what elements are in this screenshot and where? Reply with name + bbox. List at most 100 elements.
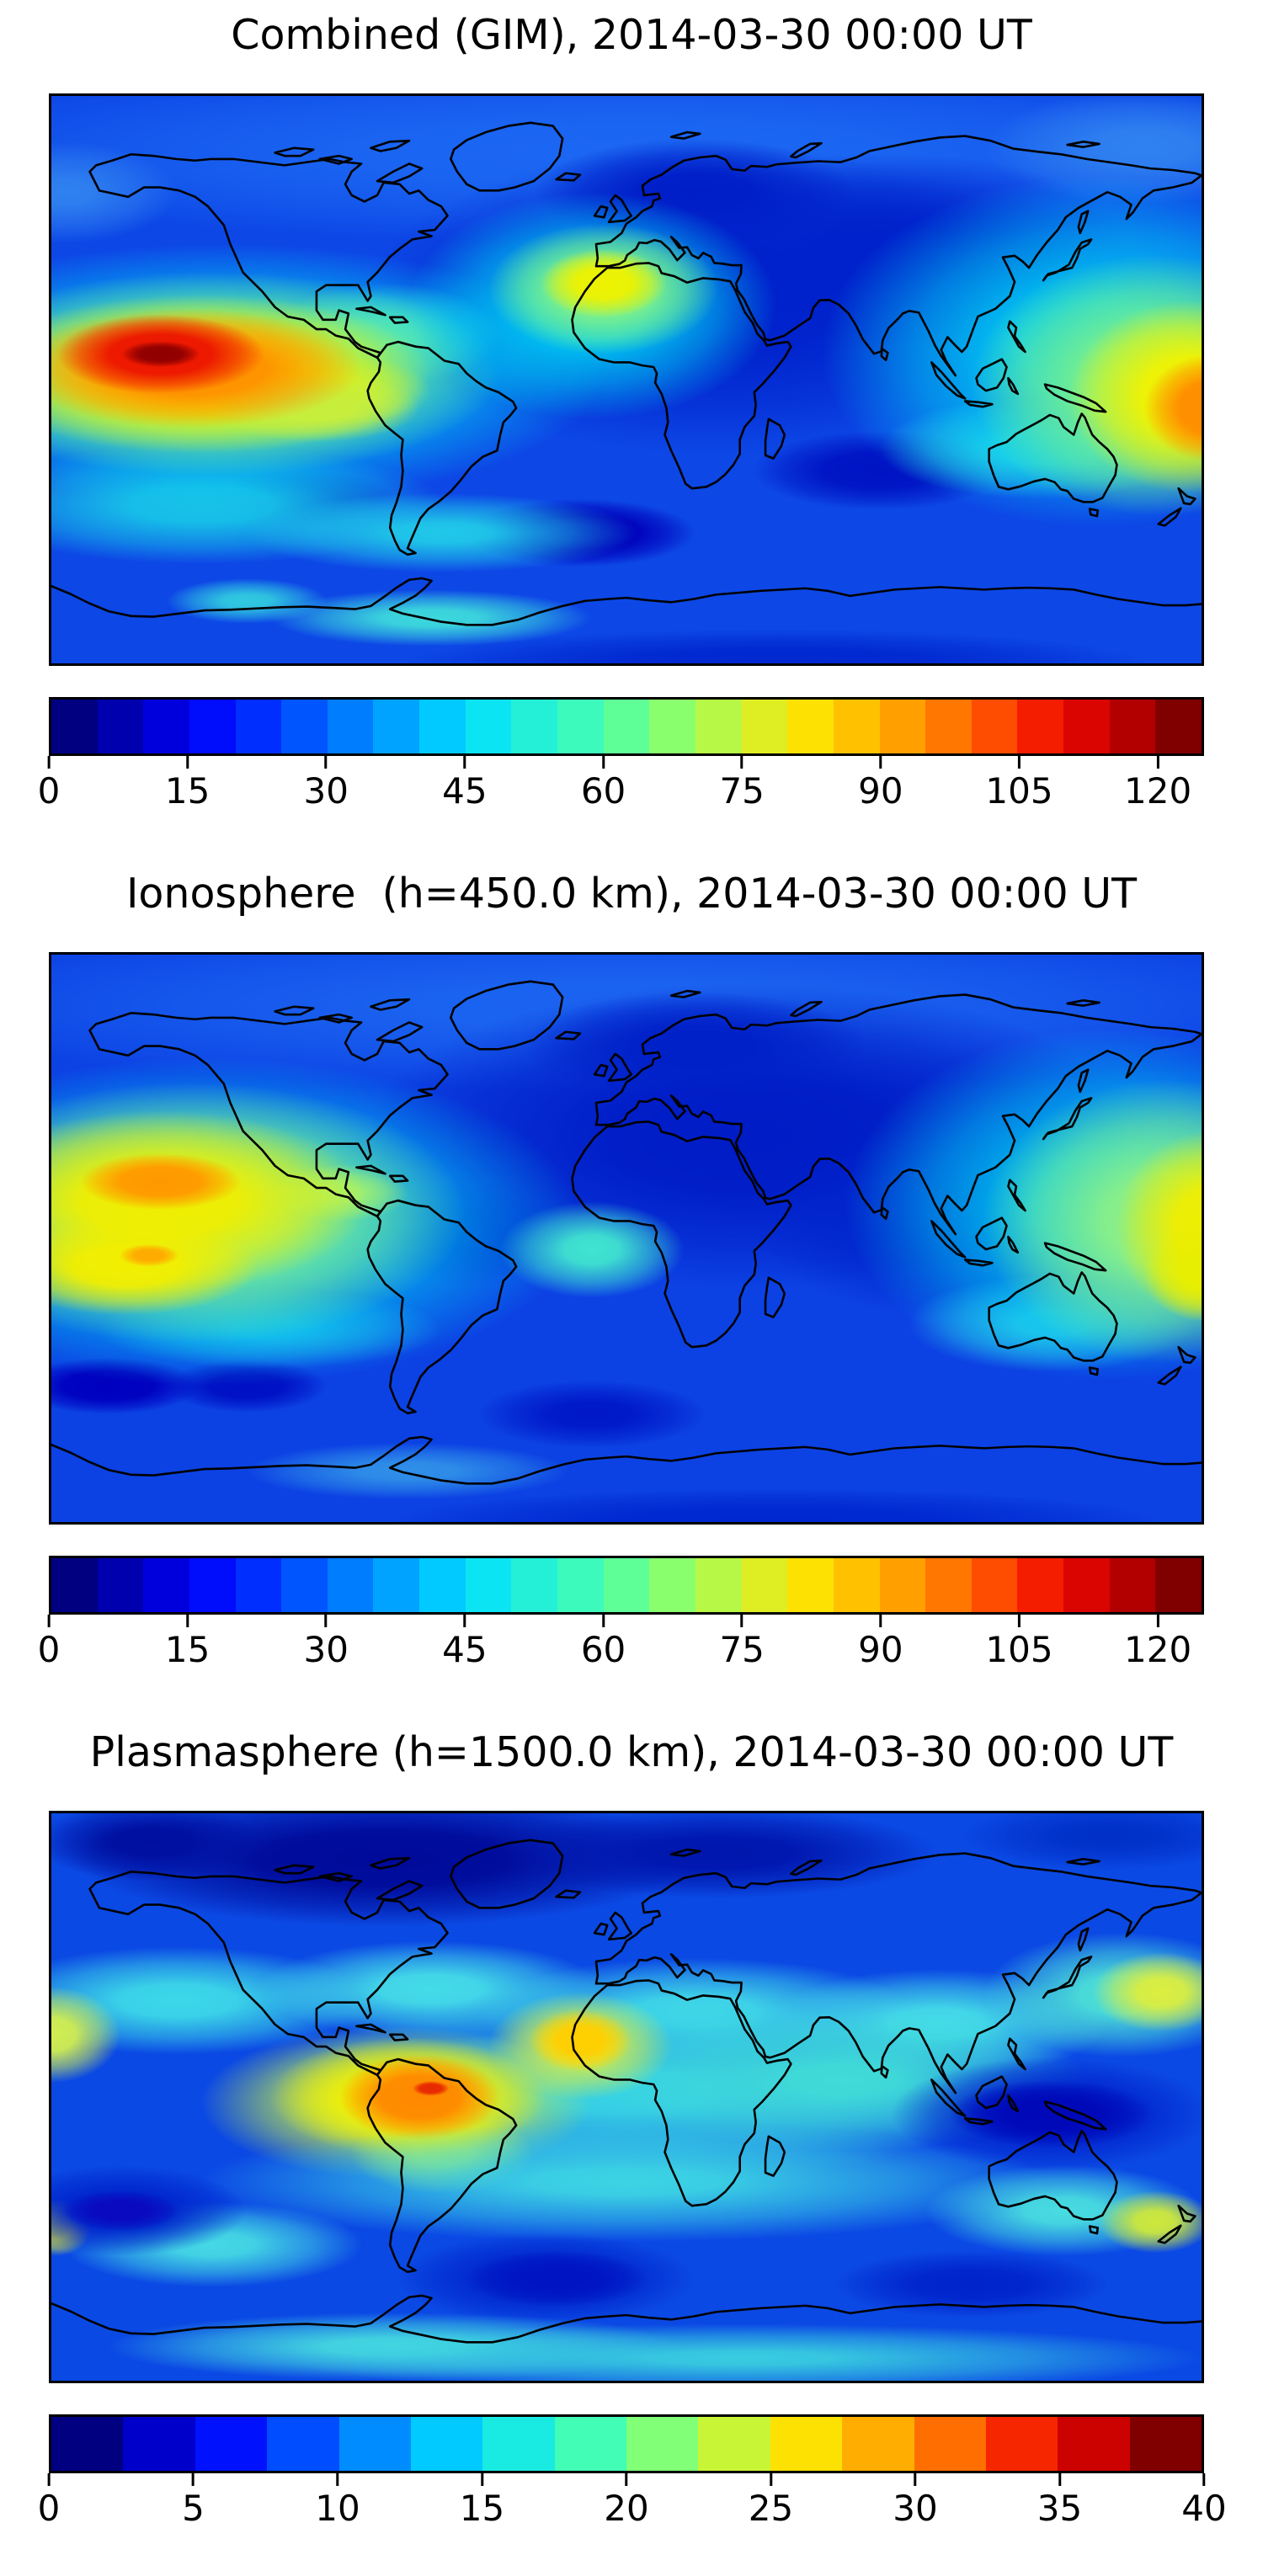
contour-field [51,96,1202,663]
world-map-plasmasphere [49,1811,1204,2383]
tick-mark [336,2473,339,2486]
colorbar-segment [281,700,328,753]
panel-title: Combined (GIM), 2014-03-30 00:00 UT [231,11,1032,59]
tick-mark [47,2473,51,2486]
colorbar-tick: 30 [304,1615,349,1669]
tick-label: 120 [1124,770,1192,812]
colorbar-ticks: 0 5 10 15 20 25 30 35 40 [38,2473,1227,2544]
colorbar-tick: 25 [749,2473,793,2528]
colorbar-tick: 90 [858,756,903,811]
tick-label: 10 [315,2488,360,2529]
contour-field [51,1813,1202,2381]
colorbar-segment [1063,1558,1110,1612]
colorbar-tick: 5 [182,2473,205,2528]
colorbar-segment [557,1558,604,1612]
colorbar-tick: 75 [719,1615,765,1670]
tick-label: 15 [459,2488,505,2529]
colorbar-segment [833,700,880,753]
colorbar-segment [97,1558,144,1612]
colorbar-segment [419,1558,466,1612]
colorbar-segment [971,1558,1018,1612]
tick-mark [191,2473,195,2486]
colorbar-tick: 10 [315,2473,360,2528]
colorbar-tick: 105 [985,1615,1053,1670]
colorbar-segment [842,2417,914,2471]
world-map-combined [49,93,1204,666]
colorbar-tick: 120 [1124,1615,1191,1669]
tick-label: 0 [37,2488,61,2529]
colorbar-tick: 105 [985,756,1053,811]
colorbar-segment [482,2417,555,2471]
colorbar-tick: 120 [1124,756,1191,811]
colorbar-segment [985,2417,1058,2471]
panel-combined-gim: Combined (GIM), 2014-03-30 00:00 UT 0 15 3… [0,0,1263,859]
colorbar-tick: 30 [304,756,349,811]
tick-mark [1156,1615,1159,1627]
tec-contour-blobs [51,955,1202,1522]
tick-mark [47,1615,51,1627]
colorbar-segment [51,700,98,753]
colorbar [49,1556,1204,1615]
colorbar-segment [189,1558,236,1612]
colorbar-tick: 30 [893,2473,938,2528]
tick-mark [625,2473,628,2486]
tick-mark [463,756,466,769]
colorbar-segment [51,2417,124,2471]
colorbar-segment [557,700,604,753]
colorbar-tick: 60 [581,756,626,811]
colorbar-tick: 45 [442,756,488,812]
colorbar-segment [1109,1558,1156,1612]
colorbar-segment [373,700,420,753]
colorbar-segment [1155,700,1202,753]
colorbar [49,2414,1204,2473]
colorbar-segment [741,700,788,753]
tick-label: 15 [164,770,210,812]
tick-label: 105 [985,1629,1053,1670]
colorbar-segment [1058,2417,1130,2471]
contour-field [51,955,1202,1522]
tick-mark [1202,2473,1206,2486]
tick-mark [740,756,743,769]
tick-label: 45 [442,1629,488,1670]
colorbar-tick: 75 [719,756,765,811]
colorbar-segment [1129,2417,1202,2471]
colorbar-segment [465,700,512,753]
colorbar-tick: 15 [165,756,210,811]
colorbar-segment [879,1558,926,1612]
colorbar-segment [554,2417,626,2471]
colorbar-segment [511,700,558,753]
colorbar-segment [626,2417,699,2471]
colorbar-segment [267,2417,339,2471]
colorbar-tick: 0 [37,756,61,812]
colorbar-segment [327,1558,374,1612]
tick-label: 120 [1124,1629,1192,1670]
tick-label: 35 [1037,2488,1083,2529]
tick-mark [47,756,51,769]
colorbar-ticks: 0 15 30 45 60 75 90 105 120 [38,756,1204,827]
colorbar-segment [235,700,282,753]
colorbar-segment [143,700,189,753]
colorbar [49,697,1204,756]
tick-mark [324,1615,328,1627]
colorbar-segment [695,700,742,753]
tec-contour-blobs [51,1813,1202,2381]
colorbar-segment [51,1558,98,1612]
tick-mark [740,1615,743,1627]
colorbar-segment [649,700,695,753]
colorbar-segment [410,2417,483,2471]
colorbar-segment [143,1558,189,1612]
tick-label: 75 [719,1629,765,1670]
tick-mark [463,1615,466,1627]
colorbar-segment [925,1558,972,1612]
tick-mark [1017,1615,1021,1627]
tick-mark [1058,2473,1061,2486]
tick-label: 0 [37,770,61,812]
colorbar-segment [123,2417,195,2471]
tick-label: 45 [442,770,488,812]
colorbar-segment [695,1558,742,1612]
colorbar-ticks: 0 15 30 45 60 75 90 105 120 [38,1615,1204,1685]
colorbar-segment [603,1558,650,1612]
colorbar-segment [1155,1558,1202,1612]
colorbar-segment [465,1558,512,1612]
tick-label: 25 [748,2488,794,2529]
